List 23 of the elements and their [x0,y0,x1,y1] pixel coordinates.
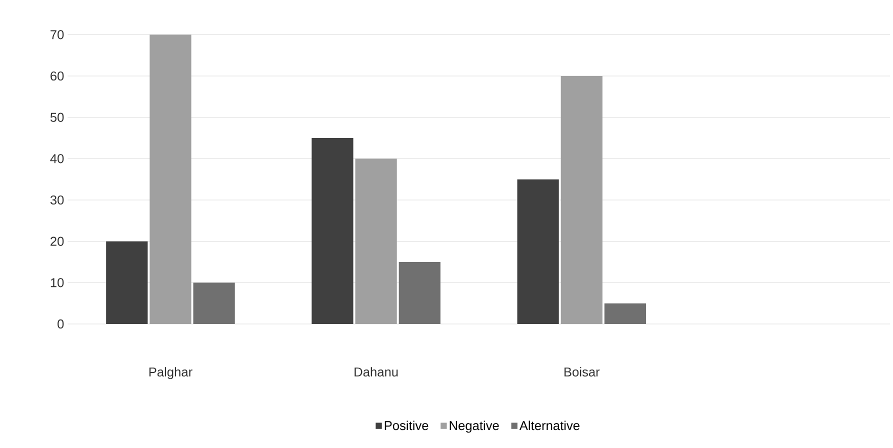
bar [604,303,646,324]
y-tick-label: 0 [58,320,64,329]
x-tick-label: Palghar [149,367,192,380]
bar [106,241,148,324]
y-tick-label: 30 [50,196,64,205]
legend-label: Alternative [519,420,580,430]
bar [312,138,354,324]
y-tick-label: 10 [50,278,64,288]
bar [355,158,397,324]
bar [398,262,440,324]
legend-label: Negative [450,420,499,433]
y-tick-label: 70 [50,30,64,40]
y-tick-label: 50 [50,112,64,122]
x-tick-label: Boisar [564,367,600,377]
x-tick-label: Dahanu [354,367,398,377]
legend-label: Positive [384,420,428,430]
y-tick-label: 20 [50,236,64,246]
y-tick-label: 40 [50,154,64,164]
bar [517,179,559,324]
bar [560,76,602,324]
bar [150,34,192,324]
bar [193,282,235,324]
y-tick-label: 60 [50,72,64,81]
